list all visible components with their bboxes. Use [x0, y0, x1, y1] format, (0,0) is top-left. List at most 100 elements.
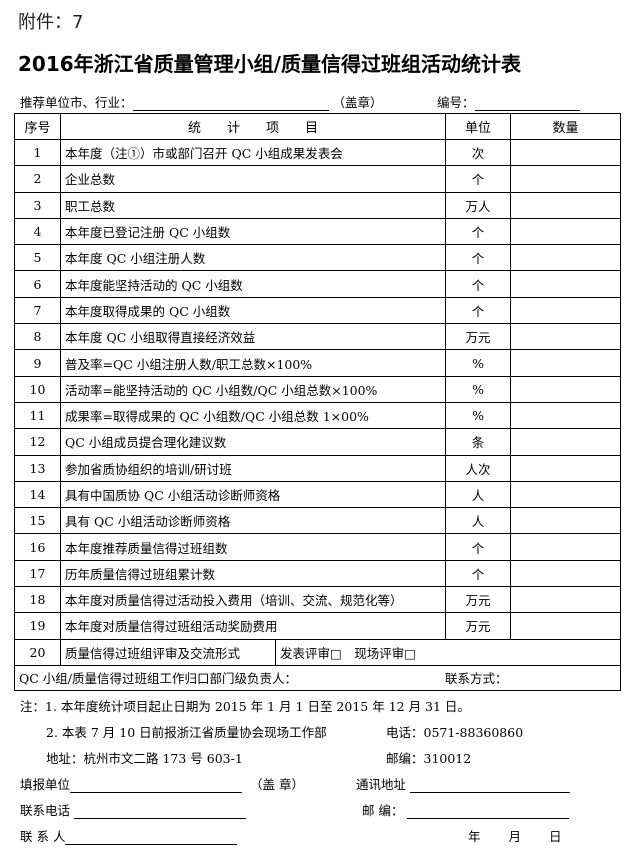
date-field: 年月日	[468, 826, 562, 845]
table-row: 6 本年度能坚持活动的 QC 小组数 个	[14, 270, 622, 298]
row-no: 10	[14, 375, 61, 403]
row-item: 本年度取得成果的 QC 小组数	[59, 296, 447, 325]
row-no: 18	[14, 586, 61, 614]
number-field: 编号：	[437, 92, 580, 111]
row-unit: 万元	[445, 586, 512, 614]
row-item: QC 小组成员提合理化建议数	[59, 428, 447, 456]
row-qty-input[interactable]	[510, 244, 622, 272]
number-input[interactable]	[474, 97, 580, 111]
row-item: 本年度推荐质量信得过班组数	[59, 533, 447, 561]
row-unit: 个	[445, 165, 512, 193]
phone-input[interactable]	[74, 805, 247, 819]
table-row-20: 20 质量信得过班组评审及交流形式 发表评审□ 现场评审□	[14, 638, 622, 666]
row-qty-input[interactable]	[510, 138, 622, 167]
row-no: 11	[14, 401, 61, 430]
row-unit: 人次	[445, 454, 512, 482]
row-item: 参加省质协组织的培训/研讨班	[59, 454, 447, 482]
table-row: 18 本年度对质量信得过活动投入费用（培训、交流、规范化等） 万元	[14, 586, 622, 614]
row-no: 3	[14, 191, 61, 219]
row-unit: 万人	[445, 191, 512, 219]
table-row: 10 活动率=能坚持活动的 QC 小组数/QC 小组总数×100% %	[14, 375, 622, 403]
row-unit: 人	[445, 507, 512, 535]
row-item: 成果率=取得成果的 QC 小组数/QC 小组总数 1×00%	[59, 401, 447, 430]
row-qty-input[interactable]	[510, 323, 622, 351]
phone-label: 联系电话	[20, 803, 71, 818]
row-item: 质量信得过班组评审及交流形式	[60, 638, 276, 666]
row-qty-input[interactable]	[510, 270, 622, 298]
stats-table: 序号 统 计 项 目 单位 数量 1 本年度（注①）市或部门召开 QC 小组成果…	[13, 113, 622, 691]
row-no: 12	[14, 428, 61, 456]
header-qty: 数量	[510, 113, 622, 140]
table-row: 3 职工总数 万人	[14, 191, 622, 219]
row-item: 本年度 QC 小组注册人数	[59, 244, 447, 272]
row-no: 5	[14, 244, 61, 272]
table-row: 5 本年度 QC 小组注册人数 个	[14, 244, 622, 272]
row-item: 本年度 QC 小组取得直接经济效益	[59, 323, 447, 351]
row-item: 本年度对质量信得过班组活动奖励费用	[59, 612, 447, 640]
row-unit: 个	[445, 217, 512, 246]
row-no: 8	[14, 323, 61, 351]
row-item: 职工总数	[59, 191, 447, 219]
row-qty-input[interactable]	[510, 454, 622, 482]
row-qty-input[interactable]	[510, 533, 622, 561]
contact-person-label: 联 系 人	[20, 829, 66, 844]
footer-seal: （盖 章）	[250, 777, 304, 792]
row-qty-input[interactable]	[510, 165, 622, 193]
table-row: 9 普及率=QC 小组注册人数/职工总数×100% %	[14, 349, 622, 377]
row-unit: 个	[445, 270, 512, 298]
row-qty-input[interactable]	[510, 428, 622, 456]
recommend-field: 推荐单位市、行业： （盖章）	[20, 92, 383, 111]
row-qty-input[interactable]	[510, 586, 622, 614]
row-unit: %	[445, 349, 512, 377]
contact-label: 联系方式：	[444, 671, 508, 687]
row-unit: 个	[445, 244, 512, 272]
contact-person-input[interactable]	[65, 831, 238, 845]
row-qty-input[interactable]	[510, 217, 622, 246]
row-unit: 条	[445, 428, 512, 456]
note-2: 2. 本表 7 月 10 日前报浙江省质量协会现场工作部	[46, 725, 327, 740]
table-row: 11 成果率=取得成果的 QC 小组数/QC 小组总数 1×00% %	[14, 401, 622, 430]
table-row: 19 本年度对质量信得过班组活动奖励费用 万元	[14, 612, 622, 640]
row-qty-input[interactable]	[510, 191, 622, 219]
row-item: 具有 QC 小组活动诊断师资格	[59, 507, 447, 535]
day-label: 日	[549, 829, 562, 844]
row-unit: 个	[445, 559, 512, 588]
table-row: 1 本年度（注①）市或部门召开 QC 小组成果发表会 次	[14, 138, 622, 167]
row-no: 16	[14, 533, 61, 561]
row-unit: %	[445, 401, 512, 430]
row-item: 本年度能坚持活动的 QC 小组数	[59, 270, 447, 298]
row-qty-input[interactable]	[510, 507, 622, 535]
row-item: 本年度已登记注册 QC 小组数	[59, 217, 447, 246]
row-unit: 万元	[445, 612, 512, 640]
table-header: 序号 统 计 项 目 单位 数量	[14, 113, 622, 140]
table-row: 16 本年度推荐质量信得过班组数 个	[14, 533, 622, 561]
row-qty-input[interactable]	[510, 375, 622, 403]
table-row: 4 本年度已登记注册 QC 小组数 个	[14, 217, 622, 246]
row-qty-input[interactable]	[510, 480, 622, 509]
row-unit: %	[445, 375, 512, 403]
row-qty-input[interactable]	[510, 349, 622, 377]
row-qty-input[interactable]	[510, 612, 622, 640]
row-no: 15	[14, 507, 61, 535]
recommend-input[interactable]	[132, 97, 329, 111]
row-no: 17	[14, 559, 61, 588]
note-phone: 电话：0571-88360860	[386, 725, 524, 740]
header-item: 统 计 项 目	[59, 113, 447, 140]
review-options[interactable]: 发表评审□ 现场评审□	[274, 638, 622, 666]
table-row: 17 历年质量信得过班组累计数 个	[14, 559, 622, 588]
row-item: 企业总数	[59, 165, 447, 193]
postcode-input[interactable]	[407, 805, 570, 819]
row-qty-input[interactable]	[510, 296, 622, 325]
number-label: 编号：	[437, 95, 475, 110]
row-qty-input[interactable]	[510, 401, 622, 430]
table-row: 14 具有中国质协 QC 小组活动诊断师资格 人	[14, 480, 622, 509]
row-no: 6	[14, 270, 61, 298]
row-qty-input[interactable]	[510, 559, 622, 588]
row-no: 2	[14, 165, 61, 193]
fill-unit-label: 填报单位	[20, 777, 71, 792]
address-input[interactable]	[410, 779, 571, 793]
table-row: 8 本年度 QC 小组取得直接经济效益 万元	[14, 323, 622, 351]
table-row: 2 企业总数 个	[14, 165, 622, 193]
row-item: 具有中国质协 QC 小组活动诊断师资格	[59, 480, 447, 509]
fill-unit-input[interactable]	[70, 779, 243, 793]
